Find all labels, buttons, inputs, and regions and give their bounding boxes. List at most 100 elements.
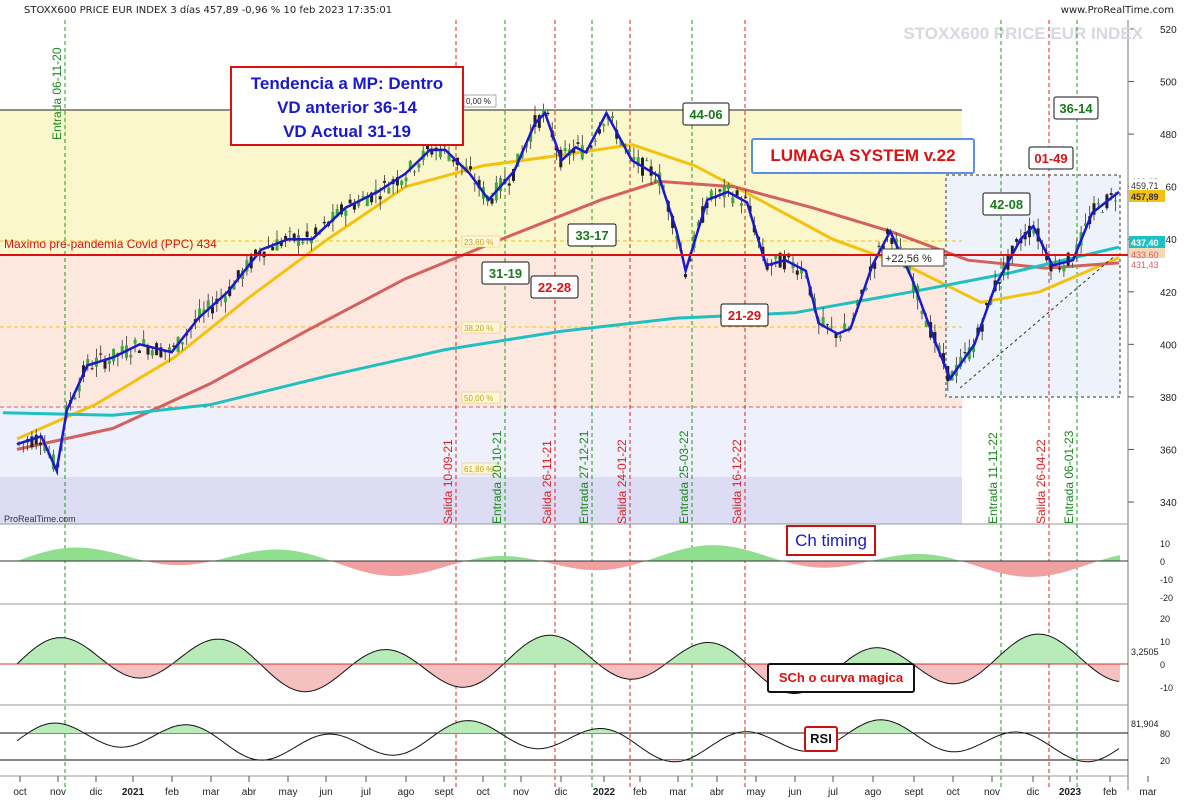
x-tick-label: nov <box>513 787 529 798</box>
signal-label: Entrada 11-11-22 <box>986 432 1000 524</box>
y-tick-label: 480 <box>1160 130 1177 141</box>
credit-label: ProRealTime.com <box>4 514 76 524</box>
candle-body <box>533 115 537 127</box>
candle-body <box>73 397 77 400</box>
rebound-diagonal <box>959 253 1118 389</box>
rsi-line <box>16 719 1120 763</box>
candle-body <box>942 353 945 364</box>
candle-body <box>211 306 214 314</box>
candle-body <box>838 335 842 338</box>
price-tag-text: 437,40 <box>1131 238 1159 248</box>
candle-body <box>309 237 313 244</box>
candle-body <box>782 255 786 270</box>
candle-body <box>735 190 739 196</box>
candle-body <box>1066 252 1070 266</box>
candle-body <box>473 182 477 185</box>
candle-body <box>744 196 748 198</box>
trend-box: Tendencia a MP: Dentro VD anterior 36-14… <box>230 66 464 146</box>
y-tick-label: 340 <box>1160 498 1177 509</box>
candle-body <box>426 145 429 150</box>
candle-body <box>856 300 859 306</box>
price-tag-text: 459,71 <box>1131 181 1159 191</box>
pct-gain-bg <box>881 248 945 267</box>
score-box-text: 36-14 <box>1059 101 1093 116</box>
candle-body <box>297 235 300 246</box>
candle-body <box>383 180 386 183</box>
y-tick-label: 400 <box>1160 340 1177 351</box>
price-line <box>16 110 1120 475</box>
candle-body <box>292 233 296 241</box>
rsi-box: RSI <box>804 726 838 752</box>
sch-box: SCh o curva magica <box>767 663 915 693</box>
candle-body <box>877 245 881 247</box>
sch-value-bg <box>1129 646 1163 658</box>
x-tick-label: 2022 <box>593 787 616 798</box>
signal-label: Salida 26-11-21 <box>540 440 554 524</box>
candle-body <box>718 189 722 192</box>
sch-tick-label: 0 <box>1160 660 1165 670</box>
ch-timing-box: Ch timing <box>786 525 876 556</box>
x-tick-label: dic <box>90 787 103 798</box>
candle-body <box>387 188 391 194</box>
candle-body <box>727 184 730 190</box>
y-tick-label: 420 <box>1160 288 1177 299</box>
candle-body <box>77 384 81 392</box>
score-box-text: 21-29 <box>728 308 761 323</box>
score-box-bg <box>982 192 1031 216</box>
x-tick-label: jul <box>360 787 371 798</box>
price-tag-text: 431,43 <box>1131 260 1159 270</box>
trend-line-2: VD anterior 36-14 <box>277 98 417 117</box>
zone-bottom <box>0 477 962 524</box>
candle-body <box>236 270 240 279</box>
candle-body <box>168 347 171 353</box>
candle-body <box>920 311 924 314</box>
candle-body <box>980 324 984 332</box>
candle-body <box>1096 203 1100 205</box>
x-tick-label: 2021 <box>122 787 145 798</box>
signal-label: Salida 24-01-22 <box>615 439 629 524</box>
candle-body <box>335 208 339 217</box>
candle-body <box>120 346 124 354</box>
candle-body <box>198 308 202 318</box>
candle-body <box>232 283 236 290</box>
candle-body <box>873 262 877 269</box>
sch-line <box>16 633 1120 694</box>
sch-tick-label: -10 <box>1160 683 1173 693</box>
candle-body <box>279 241 283 246</box>
candle-body <box>963 352 967 354</box>
score-box-bg <box>1053 96 1099 120</box>
candle-body <box>1058 267 1062 270</box>
y-tick-label: 520 <box>1160 25 1177 36</box>
candle-body <box>314 227 318 235</box>
candle-body <box>881 245 885 250</box>
candle-body <box>1010 245 1014 256</box>
candle-body <box>1092 203 1096 215</box>
candle-body <box>1045 253 1049 261</box>
candle-body <box>86 358 90 367</box>
x-tick-label: abr <box>710 787 725 798</box>
candle-body <box>529 131 533 142</box>
score-box-text: 33-17 <box>575 228 608 243</box>
ch-tick-label: 10 <box>1160 539 1170 549</box>
candle-body <box>739 203 743 206</box>
candle-body <box>602 124 606 126</box>
header-site[interactable]: www.ProRealTime.com <box>1060 5 1174 16</box>
score-box-text: 01-49 <box>1034 151 1067 166</box>
price-tag-bg <box>1129 190 1165 202</box>
candle-body <box>580 145 584 160</box>
candle-body <box>1049 262 1053 272</box>
candle-body <box>133 339 137 344</box>
moving-average-line <box>2 245 1120 417</box>
candle-body <box>112 348 116 362</box>
candle-body <box>301 241 305 244</box>
candle-body <box>223 296 227 303</box>
candle-body <box>563 148 567 152</box>
fib-label-bg <box>461 235 501 248</box>
candle-body <box>924 320 928 327</box>
fib-label: 38,20 % <box>464 324 493 333</box>
signal-label: Salida 10-09-21 <box>441 439 455 524</box>
candle-body <box>911 281 915 292</box>
candle-body <box>860 289 864 295</box>
signal-label: Entrada 25-03-22 <box>677 430 691 524</box>
